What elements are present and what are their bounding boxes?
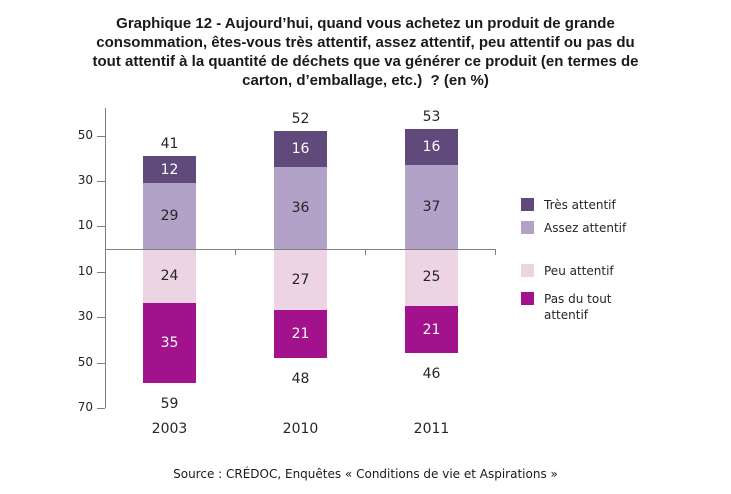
total-label-below: 48 bbox=[291, 370, 310, 387]
legend-item: Très attentif bbox=[521, 197, 661, 231]
legend-swatch bbox=[521, 198, 534, 211]
total-label-above: 41 bbox=[160, 135, 179, 152]
y-axis-line bbox=[105, 108, 106, 408]
bar-segment bbox=[274, 167, 327, 249]
legend-item: Peu attentif bbox=[521, 263, 661, 297]
chart-title-line-3: tout attentif à la quantité de déchets q… bbox=[92, 53, 639, 70]
chart-title-line-4: carton, d’emballage, etc.) ? (en %) bbox=[242, 72, 489, 89]
y-axis-tick bbox=[97, 272, 105, 273]
bar-segment bbox=[143, 155, 196, 184]
y-tick-label: 10 bbox=[77, 264, 93, 278]
x-axis-tick bbox=[495, 249, 496, 255]
legend-item: Pas du tout attentif bbox=[521, 291, 661, 325]
bar-segment bbox=[405, 249, 458, 306]
y-tick-label: 30 bbox=[77, 173, 93, 187]
segment-value-label: 21 bbox=[422, 321, 441, 338]
bar-segment bbox=[143, 249, 196, 304]
y-tick-label: 30 bbox=[77, 309, 93, 323]
total-label-below: 46 bbox=[422, 366, 441, 383]
y-axis-tick bbox=[97, 136, 105, 137]
chart-title: Graphique 12 - Aujourd’hui, quand vous a… bbox=[0, 14, 731, 90]
chart-title-line-1: Graphique 12 - Aujourd’hui, quand vous a… bbox=[116, 15, 615, 32]
legend-label: Très attentif bbox=[544, 198, 616, 212]
legend-swatch bbox=[521, 264, 534, 277]
x-axis-tick bbox=[234, 249, 236, 255]
segment-value-label: 37 bbox=[422, 198, 441, 215]
source-text: Source : CRÉDOC, Enquêtes « Conditions d… bbox=[173, 467, 558, 481]
bar-segment bbox=[405, 128, 458, 165]
y-axis-tick bbox=[97, 181, 105, 182]
total-label-above: 53 bbox=[422, 108, 441, 125]
segment-value-label: 29 bbox=[160, 208, 179, 225]
x-category-label: 2003 bbox=[151, 421, 188, 437]
segment-value-label: 25 bbox=[422, 269, 441, 286]
y-axis-tick bbox=[97, 317, 105, 318]
segment-value-label: 16 bbox=[291, 141, 310, 158]
segment-value-label: 21 bbox=[291, 326, 310, 343]
y-tick-label: 50 bbox=[77, 128, 93, 142]
total-label-below: 59 bbox=[160, 395, 179, 412]
segment-value-label: 12 bbox=[160, 161, 179, 178]
segment-value-label: 35 bbox=[160, 335, 179, 352]
y-tick-label: 70 bbox=[77, 400, 93, 414]
bar-segment bbox=[405, 305, 458, 354]
y-axis-tick bbox=[97, 226, 105, 227]
segment-value-label: 24 bbox=[160, 268, 179, 285]
chart-title-line-2: consommation, êtes-vous très attentif, a… bbox=[96, 34, 635, 51]
legend-label: Pas du tout attentif bbox=[544, 292, 612, 322]
bar-segment bbox=[143, 183, 196, 249]
segment-value-label: 16 bbox=[422, 138, 441, 155]
bar-segment bbox=[274, 249, 327, 311]
x-category-label: 2010 bbox=[282, 421, 319, 437]
segment-value-label: 36 bbox=[291, 200, 310, 217]
legend-label: Assez attentif bbox=[544, 221, 627, 235]
segment-value-label: 27 bbox=[291, 271, 310, 288]
x-axis-zero-line bbox=[105, 249, 495, 250]
legend-item: Assez attentif bbox=[521, 220, 661, 254]
bar-segment bbox=[405, 165, 458, 249]
total-label-above: 52 bbox=[291, 110, 310, 127]
y-tick-label: 10 bbox=[77, 218, 93, 232]
legend-label: Peu attentif bbox=[544, 264, 614, 278]
bar-segment bbox=[274, 130, 327, 168]
x-axis-tick bbox=[364, 249, 366, 255]
y-axis-tick bbox=[97, 363, 105, 364]
x-category-label: 2011 bbox=[413, 421, 450, 437]
y-axis-tick bbox=[97, 408, 105, 409]
legend-swatch bbox=[521, 292, 534, 305]
y-tick-label: 50 bbox=[77, 355, 93, 369]
legend-swatch bbox=[521, 221, 534, 234]
bar-segment bbox=[274, 310, 327, 358]
bar-segment bbox=[143, 303, 196, 383]
